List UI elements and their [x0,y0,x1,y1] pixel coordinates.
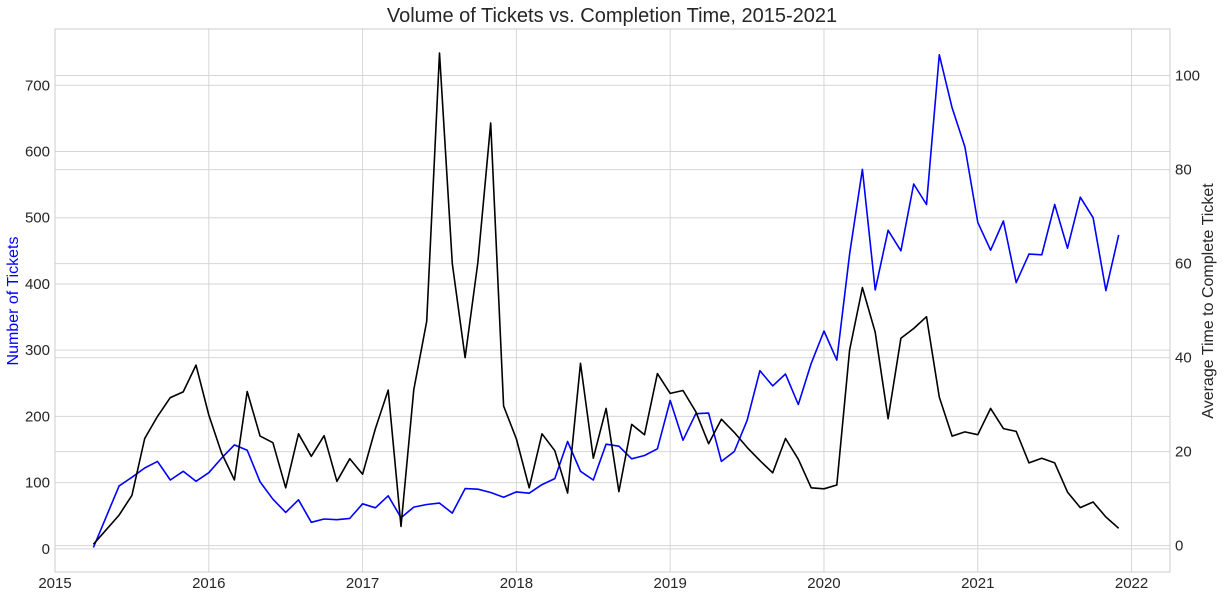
y-right-tick-label: 80 [1175,162,1192,179]
x-tick-label: 2016 [192,575,225,592]
y-right-tick-label: 100 [1175,68,1200,85]
y-right-tick-labels: 0 20 40 60 80 100 [1175,68,1200,555]
series-line-average-time-to-complete-ticket [92,52,1120,545]
y-axis-right-label: Average Time to Complete Ticket [1200,183,1217,419]
y-right-tick-label: 60 [1175,256,1192,273]
y-tick-label: 700 [25,77,50,94]
x-tick-label: 2015 [38,575,71,592]
series [92,52,1120,548]
y-tick-label: 0 [42,541,50,558]
y-tick-label: 100 [25,475,50,492]
y-right-tick-label: 0 [1175,538,1183,555]
y-right-tick-label: 20 [1175,444,1192,461]
y-tick-label: 300 [25,342,50,359]
x-tick-label: 2020 [807,575,840,592]
y-tick-label: 200 [25,408,50,425]
y-tick-label: 600 [25,144,50,161]
y-right-tick-label: 40 [1175,350,1192,367]
grid [54,29,1170,572]
x-tick-label: 2019 [653,575,686,592]
plot-frame [54,28,1171,573]
y-tick-label: 400 [25,276,50,293]
x-tick-label: 2022 [1115,575,1148,592]
x-tick-labels: 2015 2016 2017 2018 2019 2020 2021 2022 [38,575,1148,592]
x-tick-label: 2017 [346,575,379,592]
x-tick-label: 2021 [961,575,994,592]
x-tick-label: 2018 [500,575,533,592]
series-line-number-of-tickets [92,53,1120,548]
y-tick-label: 500 [25,210,50,227]
y-tick-labels: 0 100 200 300 400 500 600 700 [25,77,50,558]
chart-title: Volume of Tickets vs. Completion Time, 2… [387,5,837,27]
y-axis-label: Number of Tickets [5,237,22,366]
